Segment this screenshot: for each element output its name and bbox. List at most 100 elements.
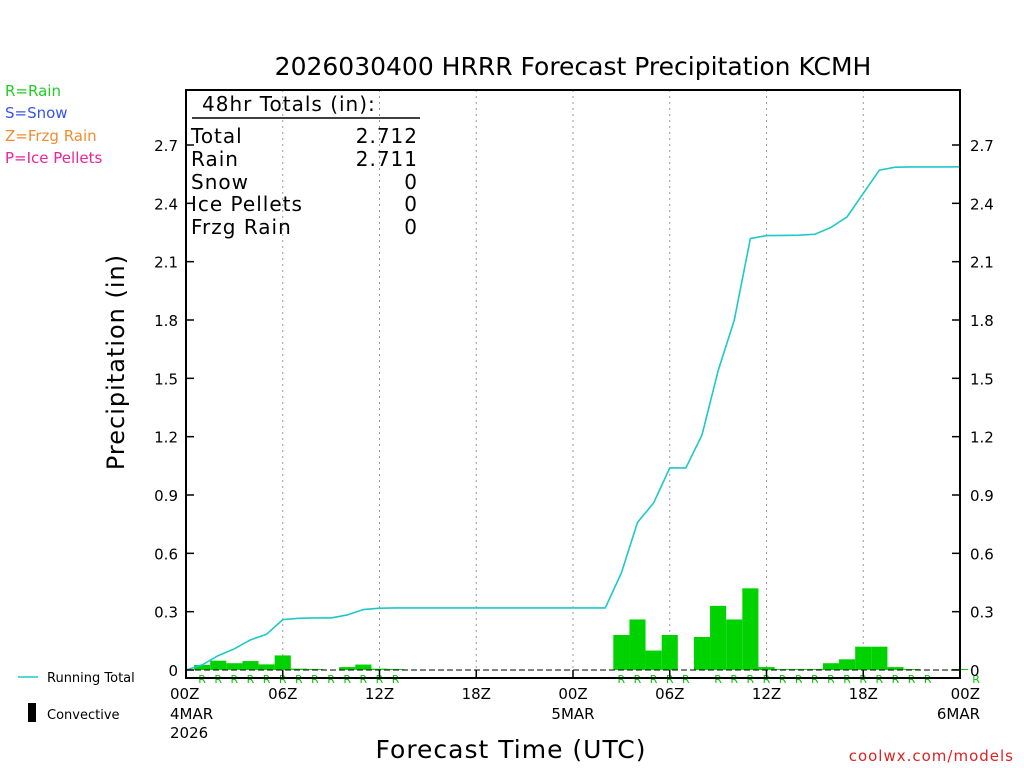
type-marker-32: R	[714, 673, 722, 686]
precip-bar-43	[887, 667, 904, 670]
type-marker-36: R	[779, 673, 787, 686]
totals-box: 48hr Totals (in): Total 2.712 Rain 2.711…	[190, 92, 420, 239]
ytick-label-right-5: 1.5	[970, 370, 994, 388]
gridlines	[282, 90, 864, 678]
type-marker-33: R	[730, 673, 738, 686]
type-marker-26: R	[618, 673, 626, 686]
precip-bar-6	[290, 668, 307, 670]
xtick-label-1: 06Z	[268, 685, 297, 703]
ytick-label-left-9: 2.7	[154, 137, 178, 155]
precip-bar-40	[839, 659, 856, 670]
type-marker-8: R	[327, 673, 335, 686]
type-marker-43: R	[892, 673, 900, 686]
ytick-label-right-3: 0.9	[970, 487, 994, 505]
ytick-label-right-9: 2.7	[970, 137, 994, 155]
type-marker-30: R	[682, 673, 690, 686]
type-marker-29: R	[666, 673, 674, 686]
xtick-sublabel-4: 5MAR	[551, 705, 594, 723]
ytick-label-right-0: 0	[970, 662, 980, 680]
precip-bars	[194, 588, 969, 670]
y-axis-left: 0 0.3 0.6 0.9 1.2 1.5 1.8 2.1 2.4 2.7	[154, 137, 194, 680]
legend-running-total-label: Running Total	[47, 671, 135, 686]
type-marker-45: R	[924, 673, 932, 686]
ytick-label-right-6: 1.8	[970, 312, 994, 330]
type-legend-ice-pellets: P=Ice Pellets	[5, 149, 102, 167]
xtick-label-4: 00Z	[558, 685, 587, 703]
type-marker-4: R	[263, 673, 271, 686]
totals-label-total: Total	[190, 124, 243, 148]
precip-bar-5	[274, 655, 291, 670]
ytick-label-left-5: 1.5	[154, 370, 178, 388]
xtick-sublabel-0: 4MAR	[170, 705, 213, 723]
precip-bar-26	[613, 635, 630, 670]
precip-bar-34	[742, 588, 759, 670]
type-marker-3: R	[247, 673, 255, 686]
precip-bar-11	[371, 668, 388, 670]
precip-bar-42	[871, 646, 888, 670]
type-marker-35: R	[763, 673, 771, 686]
precip-bar-27	[629, 619, 646, 670]
ytick-label-right-4: 1.2	[970, 429, 994, 447]
legend-convective-swatch	[28, 703, 36, 722]
xtick-label-5: 06Z	[655, 685, 684, 703]
precip-bar-31	[693, 636, 711, 670]
xtick-sublabel2-0: 2026	[170, 724, 208, 742]
ytick-label-right-1: 0.3	[970, 604, 994, 622]
type-marker-2: R	[231, 673, 239, 686]
y-axis-label: Precipitation (in)	[102, 254, 130, 470]
precip-bar-9	[339, 667, 356, 670]
xtick-label-8: 00Z	[951, 685, 980, 703]
type-legend: R=Rain S=Snow Z=Frzg Rain P=Ice Pellets	[5, 82, 102, 167]
precip-bar-32	[710, 605, 727, 670]
precip-bar-35	[758, 667, 775, 670]
precip-bar-4	[258, 664, 275, 670]
type-marker-7: R	[311, 673, 319, 686]
type-marker-27: R	[634, 673, 642, 686]
xtick-label-0: 00Z	[170, 685, 199, 703]
xtick-label-2: 12Z	[365, 685, 394, 703]
type-legend-snow: S=Snow	[5, 104, 68, 122]
type-marker-44: R	[908, 673, 916, 686]
totals-value-ice-pellets: 0	[404, 192, 418, 216]
legend-convective-label: Convective	[47, 708, 120, 723]
series-legend: Running Total Convective	[18, 671, 135, 723]
totals-label-snow: Snow	[191, 170, 249, 194]
ytick-label-left-7: 2.1	[154, 254, 178, 272]
type-marker-34: R	[747, 673, 755, 686]
type-marker-37: R	[795, 673, 803, 686]
ytick-label-right-7: 2.1	[970, 254, 994, 272]
chart-title: 2026030400 HRRR Forecast Precipitation K…	[275, 52, 872, 81]
type-marker-41: R	[859, 673, 867, 686]
precip-bar-28	[645, 650, 662, 670]
type-marker-6: R	[295, 673, 303, 686]
type-marker-5: R	[279, 673, 287, 686]
precip-bar-38	[806, 669, 823, 670]
ytick-label-left-1: 0.3	[154, 604, 178, 622]
totals-value-total: 2.712	[356, 124, 418, 148]
precip-bar-41	[855, 646, 872, 670]
totals-label-frzg-rain: Frzg Rain	[191, 215, 292, 239]
totals-value-snow: 0	[404, 170, 418, 194]
type-marker-42: R	[876, 673, 884, 686]
ytick-label-left-4: 1.2	[154, 429, 178, 447]
type-marker-11: R	[376, 673, 384, 686]
ytick-label-left-2: 0.6	[154, 545, 178, 563]
type-marker-10: R	[360, 673, 368, 686]
xtick-label-6: 12Z	[752, 685, 781, 703]
ytick-label-left-6: 1.8	[154, 312, 178, 330]
y-axis-right: 0 0.3 0.6 0.9 1.2 1.5 1.8 2.1 2.4 2.7	[952, 137, 994, 680]
precip-bar-0	[194, 664, 211, 670]
totals-label-ice-pellets: Ice Pellets	[191, 192, 303, 216]
type-marker-39: R	[827, 673, 835, 686]
type-marker-1: R	[214, 673, 222, 686]
type-legend-frzg-rain: Z=Frzg Rain	[5, 127, 97, 145]
type-marker-0: R	[198, 673, 206, 686]
xtick-label-3: 18Z	[462, 685, 491, 703]
type-legend-rain: R=Rain	[5, 82, 61, 100]
totals-value-rain: 2.711	[356, 147, 418, 171]
precip-bar-29	[661, 635, 678, 670]
precip-bar-1	[210, 660, 227, 670]
totals-value-frzg-rain: 0	[404, 215, 418, 239]
ytick-label-left-0: 0	[168, 662, 178, 680]
